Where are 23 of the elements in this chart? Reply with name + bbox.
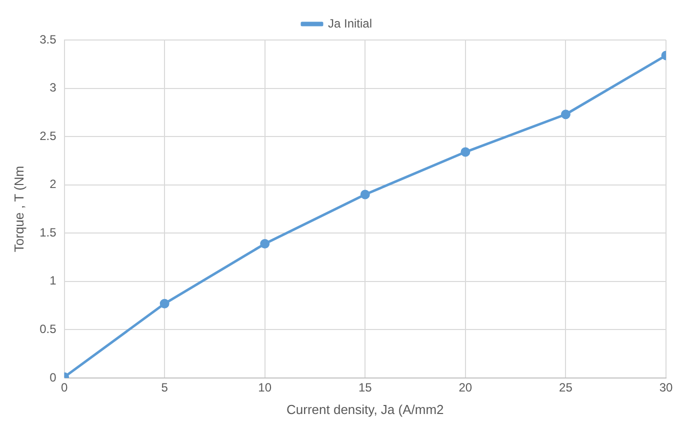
- x-tick-label: 15: [358, 380, 372, 395]
- x-tick-label: 5: [161, 380, 168, 395]
- x-tick-label: 30: [659, 380, 673, 395]
- y-tick-label: 1.5: [40, 225, 57, 240]
- y-tick-label: 0.5: [40, 322, 57, 336]
- y-tick-label: 3.5: [40, 32, 57, 46]
- y-tick-label: 1: [50, 274, 57, 288]
- x-tick-label: 20: [458, 380, 472, 395]
- y-tick-label: 0: [50, 370, 57, 384]
- x-tick-label: 0: [60, 380, 68, 395]
- y-tick-label: 2: [50, 177, 57, 192]
- legend-label: Ja Initial: [328, 16, 372, 30]
- y-tick-label: 3: [50, 80, 57, 95]
- y-tick-label: 2.5: [40, 128, 57, 143]
- point: [260, 239, 270, 249]
- x-axis-title: Current density, Ja (A/mm2: [286, 402, 444, 417]
- y-axis-title: Torque , T (Nm: [11, 166, 26, 252]
- point: [160, 298, 170, 308]
- point: [560, 110, 570, 120]
- x-tick-label: 10: [258, 380, 272, 395]
- x-tick-label: 25: [559, 380, 573, 395]
- point: [360, 190, 370, 200]
- point: [460, 147, 470, 157]
